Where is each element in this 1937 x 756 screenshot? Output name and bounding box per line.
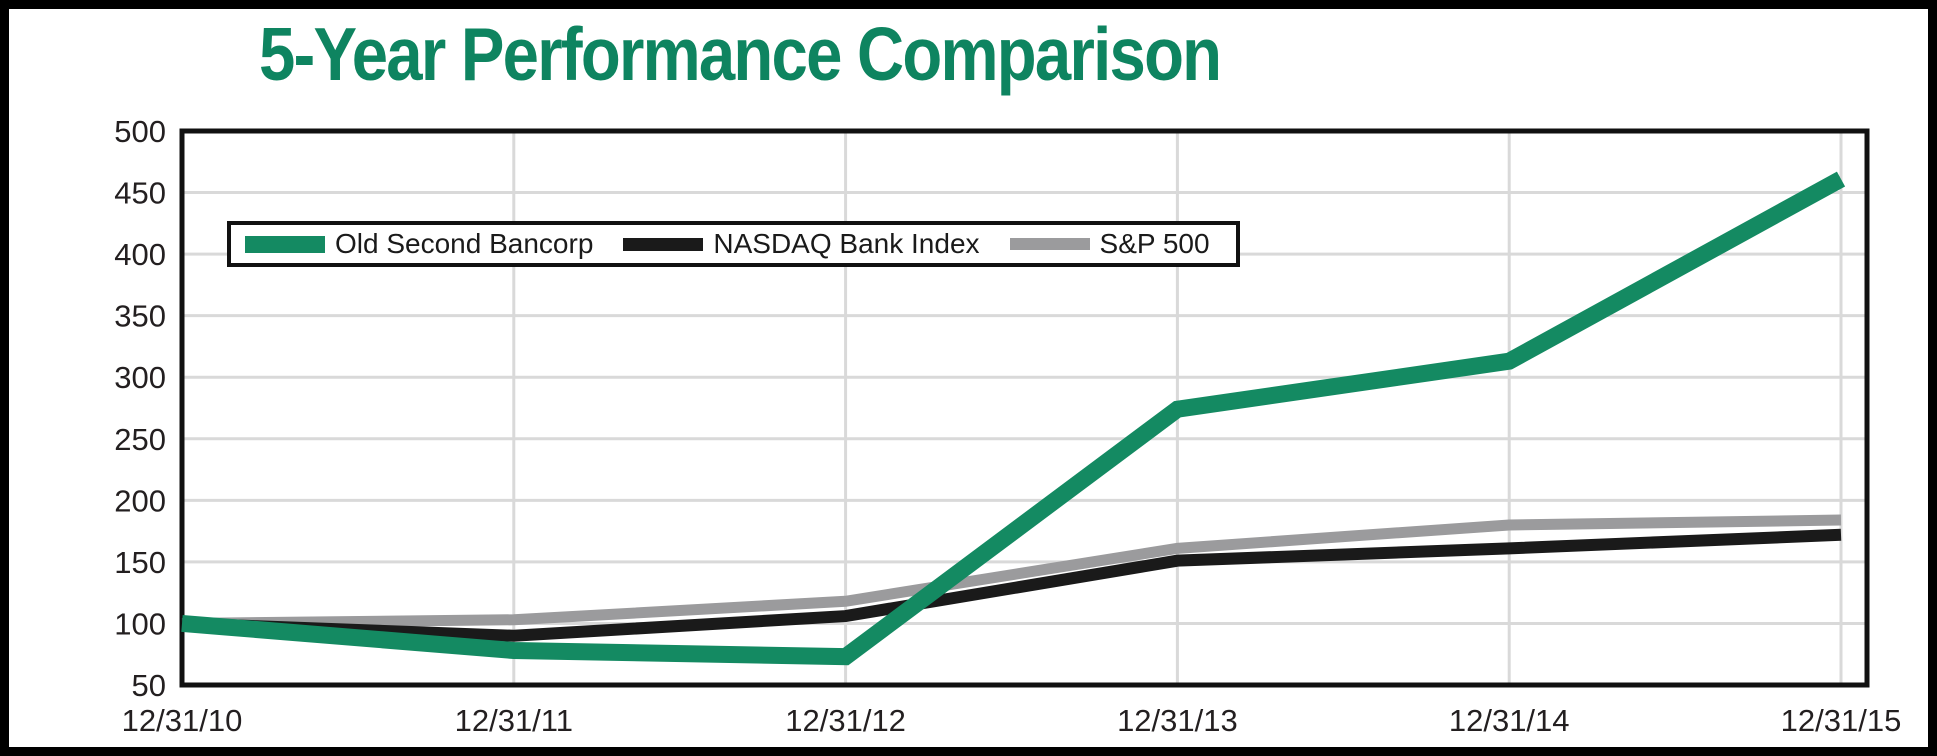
legend-item-sp500: S&P 500 [1009, 228, 1210, 260]
series-line-2 [181, 514, 1842, 629]
legend-label: S&P 500 [1099, 228, 1210, 259]
legend-item-old-second-bancorp: Old Second Bancorp [245, 228, 593, 260]
y-tick-label: 50 [132, 668, 166, 703]
legend-label: NASDAQ Bank Index [713, 228, 980, 259]
x-tick-label: 12/31/15 [1781, 703, 1902, 738]
y-tick-label: 250 [114, 422, 166, 457]
chart-legend: Old Second Bancorp NASDAQ Bank Index S&P… [227, 221, 1240, 267]
y-tick-label: 450 [114, 176, 166, 211]
legend-swatch-sp500 [1009, 238, 1090, 250]
legend-label: Old Second Bancorp [335, 228, 594, 259]
series-line-0 [181, 171, 1846, 666]
y-tick-label: 150 [114, 545, 166, 580]
plot-border [179, 128, 1870, 688]
series-line-1 [181, 528, 1842, 642]
y-tick-label: 350 [114, 299, 166, 334]
y-tick-label: 200 [114, 483, 166, 518]
y-tick-label: 500 [114, 114, 166, 149]
x-tick-label: 12/31/13 [1117, 703, 1238, 738]
legend-swatch-old-second-bancorp [245, 235, 325, 253]
y-tick-label: 400 [114, 237, 166, 272]
x-tick-label: 12/31/10 [122, 703, 243, 738]
y-tick-label: 300 [114, 360, 166, 395]
x-tick-label: 12/31/12 [785, 703, 906, 738]
y-tick-label: 100 [114, 606, 166, 641]
legend-swatch-nasdaq-bank-index [623, 237, 704, 251]
line-chart: 50 100 150 200 250 300 350 400 450 500 12/31/10 12/… [114, 114, 1902, 738]
x-tick-label: 12/31/11 [455, 703, 573, 738]
legend-item-nasdaq-bank-index: NASDAQ Bank Index [623, 228, 980, 260]
x-tick-label: 12/31/14 [1449, 703, 1570, 738]
chart-title: 5-Year Performance Comparison [259, 12, 1222, 96]
